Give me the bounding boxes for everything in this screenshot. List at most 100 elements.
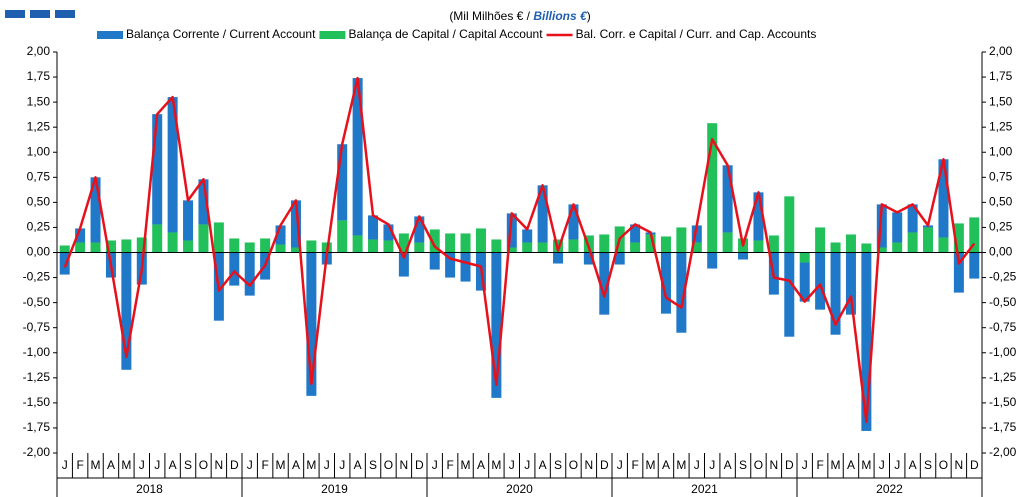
bar — [75, 228, 86, 243]
year-label: 2020 — [506, 482, 533, 496]
bar — [121, 252, 132, 370]
bar — [460, 233, 471, 253]
bar — [599, 252, 610, 315]
y2-tick-label: 1,50 — [989, 94, 1013, 108]
x-tick-label: O — [384, 458, 393, 472]
x-tick-label: D — [415, 458, 424, 472]
bar — [522, 242, 533, 253]
bar — [876, 247, 887, 253]
x-tick-label: J — [802, 458, 808, 472]
bar — [506, 213, 517, 248]
bar — [799, 262, 810, 302]
bar — [306, 240, 317, 253]
bar — [707, 252, 718, 269]
bar — [676, 252, 687, 333]
bar — [290, 200, 301, 248]
bar — [352, 78, 363, 236]
y-tick-label: -1,00 — [23, 345, 51, 359]
bar — [229, 252, 240, 286]
x-tick-label: S — [924, 458, 932, 472]
x-tick-label: M — [861, 458, 871, 472]
x-tick-label: A — [724, 458, 732, 472]
bar — [815, 227, 826, 253]
bar — [429, 229, 440, 253]
subtitle-pt: (Mil Milhões € / — [449, 9, 533, 23]
bar — [830, 252, 841, 335]
bar — [691, 225, 702, 243]
bar — [198, 179, 209, 225]
y2-tick-label: 0,50 — [989, 195, 1013, 209]
x-tick-label: N — [215, 458, 224, 472]
bar — [152, 114, 163, 225]
bar — [953, 223, 964, 253]
y-tick-label: 2,00 — [27, 44, 51, 58]
x-tick-label: N — [955, 458, 964, 472]
y-tick-label: 1,00 — [27, 144, 51, 158]
y-tick-label: 1,50 — [27, 94, 51, 108]
bar — [491, 252, 502, 398]
bar — [337, 144, 348, 221]
bar — [892, 212, 903, 243]
subtitle-en: Billions € — [533, 9, 588, 23]
y-tick-label: -1,75 — [23, 420, 51, 434]
subtitle-end: ) — [587, 9, 591, 23]
y-tick-label: 0,25 — [27, 220, 51, 234]
legend-label: Bal. Corr. e Capital / Curr. and Cap. Ac… — [576, 27, 817, 41]
x-tick-label: M — [831, 458, 841, 472]
bar — [183, 200, 194, 241]
bar — [506, 247, 517, 253]
x-tick-label: O — [754, 458, 763, 472]
x-tick-label: J — [154, 458, 160, 472]
bar — [368, 215, 379, 240]
bar — [398, 233, 409, 253]
bar — [660, 236, 671, 253]
bar — [845, 234, 856, 253]
bar — [583, 252, 594, 265]
bar — [645, 234, 656, 253]
bar — [260, 238, 271, 253]
bar — [660, 252, 671, 314]
year-label: 2021 — [691, 482, 718, 496]
x-tick-label: J — [709, 458, 715, 472]
x-tick-label: M — [276, 458, 286, 472]
bar — [90, 242, 101, 253]
y2-tick-label: -1,25 — [989, 370, 1017, 384]
x-tick-label: F — [631, 458, 638, 472]
x-tick-label: M — [121, 458, 131, 472]
y-tick-label: -0,75 — [23, 320, 51, 334]
x-tick-label: F — [261, 458, 268, 472]
bar — [475, 228, 486, 253]
x-tick-label: J — [894, 458, 900, 472]
bar — [738, 252, 749, 260]
x-tick-label: J — [879, 458, 885, 472]
bar — [845, 252, 856, 315]
bar — [244, 252, 255, 296]
y-tick-label: 0,00 — [27, 245, 51, 259]
bar — [59, 245, 70, 253]
bar — [460, 252, 471, 282]
year-label: 2018 — [136, 482, 163, 496]
x-tick-label: A — [847, 458, 855, 472]
legend-swatch — [319, 31, 346, 39]
bar — [938, 237, 949, 253]
header-icon — [5, 10, 25, 18]
bar — [213, 222, 224, 253]
year-label: 2019 — [321, 482, 348, 496]
bar — [105, 240, 116, 253]
x-tick-label: D — [970, 458, 979, 472]
bar — [784, 252, 795, 337]
bar — [861, 243, 872, 253]
bar — [799, 252, 810, 263]
y2-tick-label: -0,50 — [989, 295, 1017, 309]
y-tick-label: 1,25 — [27, 119, 51, 133]
y2-tick-label: -2,00 — [989, 445, 1017, 459]
bar — [722, 165, 733, 233]
bar — [167, 232, 178, 253]
bar — [414, 242, 425, 253]
bar — [938, 159, 949, 238]
bar — [337, 220, 348, 253]
legend-label: Balança Corrente / Current Account — [126, 27, 316, 41]
y-tick-label: 1,75 — [27, 69, 51, 83]
x-tick-label: A — [107, 458, 115, 472]
x-tick-label: S — [739, 458, 747, 472]
